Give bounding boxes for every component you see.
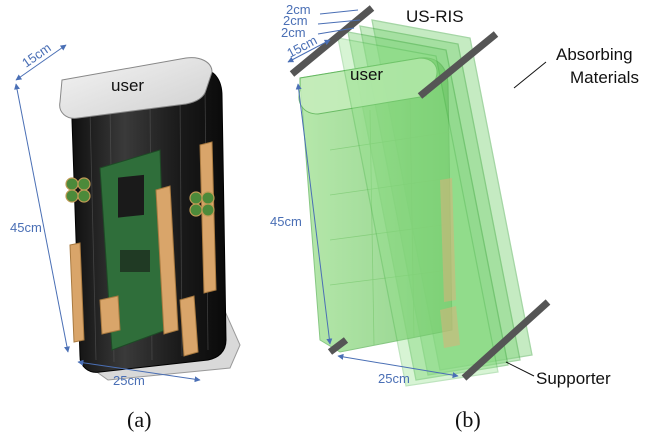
gap1-dimension-label: 2cm <box>286 2 311 17</box>
panel-b: 2cm 2cm 2cm 15cm 45cm 25cm US-RIS user A… <box>270 2 639 432</box>
supporter-bottom-left <box>327 337 349 355</box>
supporter-label: Supporter <box>536 369 611 388</box>
supporter-bars <box>289 5 551 381</box>
antenna-strip <box>199 141 217 294</box>
dimension-lines-b <box>287 9 459 379</box>
ris-label: US-RIS <box>406 7 464 26</box>
ris-front-panel <box>337 37 499 387</box>
pcb-chip <box>120 250 150 272</box>
callout-lines <box>505 61 547 377</box>
user-label-b: user <box>350 65 383 84</box>
caption-b: (b) <box>455 407 481 432</box>
supporter-top-right <box>417 31 499 99</box>
pcb-chip <box>118 174 144 218</box>
supporter-bottom-right <box>461 299 551 381</box>
antenna-ghost <box>440 306 460 348</box>
gap3-dimension-label: 2cm <box>281 25 306 40</box>
antenna-strip <box>155 185 179 335</box>
caption-a: (a) <box>127 407 151 432</box>
height-dimension-label-b: 45cm <box>270 214 302 229</box>
ris-grid <box>329 99 451 346</box>
user-label-a: user <box>111 76 144 95</box>
antenna-strip <box>179 295 199 357</box>
width-dimension-label: 25cm <box>113 373 145 388</box>
panel-a: 15cm 45cm 25cm user (a) <box>10 40 241 432</box>
dimension-lines-a <box>14 44 201 383</box>
width-dimension-label-b: 25cm <box>378 371 410 386</box>
antenna-ghost <box>440 178 456 302</box>
height-dimension-label: 45cm <box>10 220 42 235</box>
patch-antenna <box>189 191 215 217</box>
absorbing-label-line2: Materials <box>570 68 639 87</box>
supporter-top-left <box>289 5 375 77</box>
antenna-strip <box>69 242 85 343</box>
absorbing-label-line1: Absorbing <box>556 45 633 64</box>
antenna-strip <box>99 295 121 335</box>
gap2-dimension-label: 2cm <box>283 13 308 28</box>
